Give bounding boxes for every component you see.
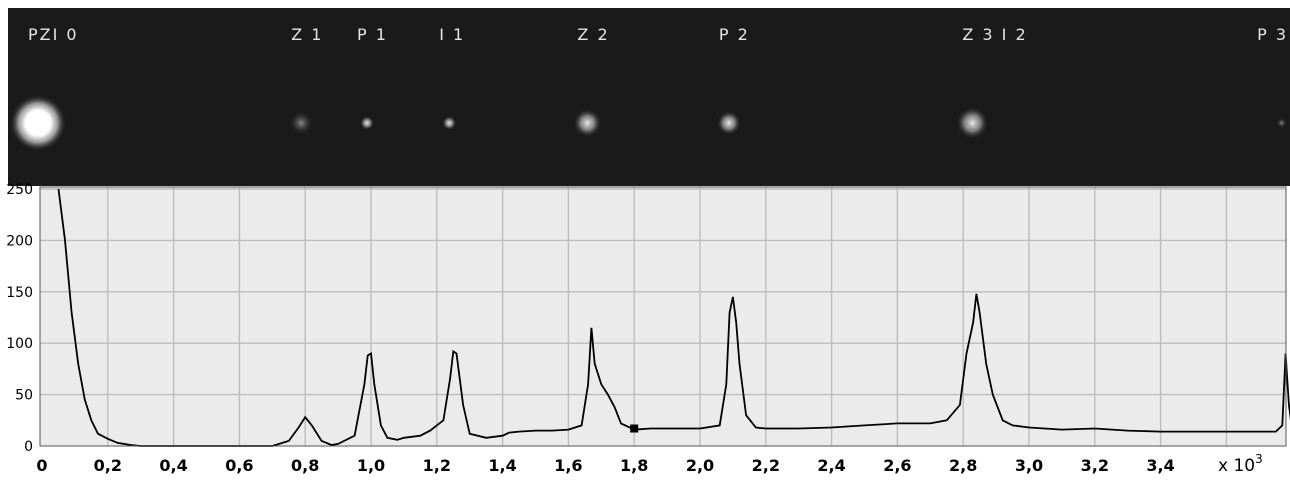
x-tick-label: 0,8 (291, 456, 319, 475)
gel-spot (442, 116, 456, 130)
x-tick-label: 1,8 (620, 456, 648, 475)
x-tick-label: 1,0 (357, 456, 385, 475)
chart-svg: 0 50 100 150 200 250 0 0,2 0,4 0,6 0,8 1,0 1,2 1,4 1,… (0, 180, 1290, 481)
gel-image-strip: PZI 0 Z 1 P 1 I 1 Z 2 P 2 Z 3 I 2 P 3 (8, 8, 1290, 186)
y-tick-label: 100 (6, 336, 33, 352)
x-tick-label: 2,6 (883, 456, 911, 475)
band-label: PZI 0 (28, 25, 79, 44)
y-tick-label: 250 (6, 182, 33, 198)
x-tick-label: 3,0 (1015, 456, 1043, 475)
x-tick-label: 3,2 (1081, 456, 1109, 475)
plot-background (40, 187, 1286, 446)
y-tick-label: 150 (6, 285, 33, 301)
cursor-marker (630, 425, 638, 433)
x-tick-label: 1,6 (554, 456, 582, 475)
band-label: Z 2 (577, 25, 609, 44)
gel-spot (10, 95, 66, 151)
band-label: P 2 (719, 25, 750, 44)
x-tick-label: 0 (36, 456, 47, 475)
x-tick-label: 2,2 (752, 456, 780, 475)
x-tick-label: 1,2 (423, 456, 451, 475)
x-tick-label: 2,4 (817, 456, 845, 475)
y-tick-label: 0 (24, 439, 33, 455)
x-tick-label: 0,6 (225, 456, 253, 475)
band-label: P 3 (1257, 25, 1288, 44)
gel-spot (360, 116, 374, 130)
x-axis-ticks: 0 0,2 0,4 0,6 0,8 1,0 1,2 1,4 1,6 1,8 2,0 2,2 2,4 2,6… (36, 456, 1174, 475)
gel-spot (1277, 118, 1287, 128)
x-tick-label: 0,4 (159, 456, 187, 475)
x-tick-label: 2,0 (686, 456, 714, 475)
gel-spot (956, 107, 988, 139)
gel-spot (573, 109, 601, 137)
gel-spot (289, 111, 313, 135)
band-label: Z 3 I 2 (962, 25, 1027, 44)
band-label: Z 1 (291, 25, 323, 44)
gel-background (8, 8, 1290, 186)
y-axis-ticks: 0 50 100 150 200 250 (6, 182, 33, 455)
y-tick-label: 200 (6, 233, 33, 249)
band-label: I 1 (439, 25, 465, 44)
y-tick-label: 50 (15, 388, 33, 404)
x-tick-label: 3,4 (1146, 456, 1174, 475)
x-tick-label: 2,8 (949, 456, 977, 475)
band-label: P 1 (357, 25, 388, 44)
gel-spot (717, 111, 741, 135)
gel-image: PZI 0 Z 1 P 1 I 1 Z 2 P 2 Z 3 I 2 P 3 (8, 8, 1290, 186)
densitometry-chart: 0 50 100 150 200 250 0 0,2 0,4 0,6 0,8 1,0 1,2 1,4 1,… (0, 180, 1290, 481)
x-tick-label: 0,2 (94, 456, 122, 475)
x-tick-label: 1,4 (488, 456, 516, 475)
x-multiplier-label: x 103 (1218, 452, 1263, 476)
